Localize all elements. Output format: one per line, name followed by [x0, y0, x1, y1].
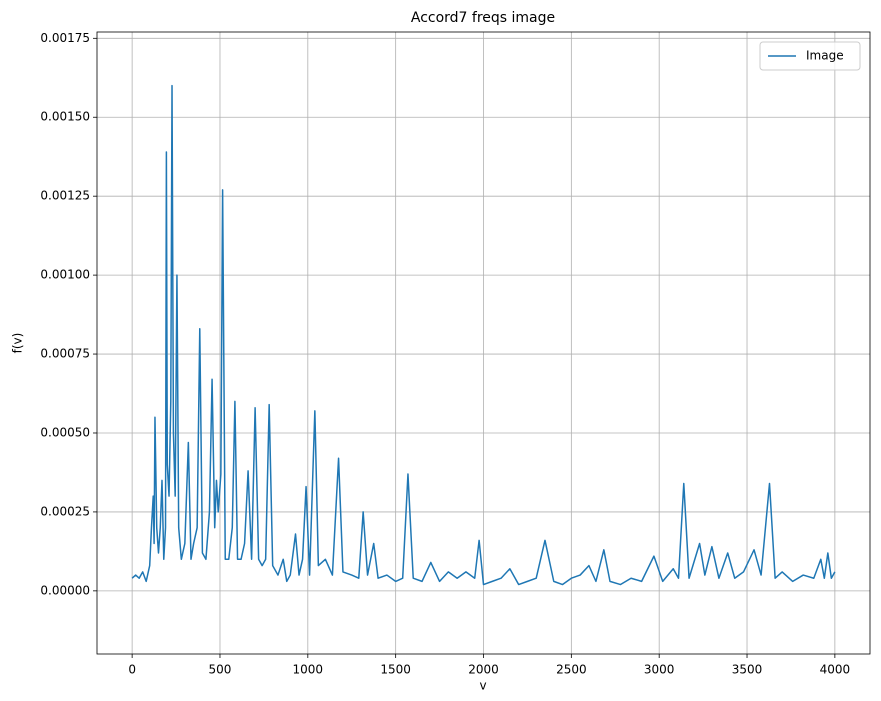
y-tick-label: 0.00075 — [40, 347, 90, 361]
x-tick-label: 500 — [209, 663, 232, 677]
axes-frame — [96, 31, 871, 655]
x-axis-label: v — [479, 679, 486, 693]
x-tick-label: 1500 — [380, 663, 411, 677]
data-line — [131, 84, 836, 586]
chart-title: Accord7 freqs image — [411, 10, 555, 26]
y-tick-label: 0.00150 — [40, 110, 90, 124]
x-tick-label: 2000 — [468, 663, 499, 677]
y-axis-label: f(v) — [11, 333, 25, 354]
x-tick-label: 2500 — [556, 663, 587, 677]
y-tick-label: 0.00025 — [40, 504, 90, 518]
y-tick-label: 0.00000 — [40, 583, 90, 597]
x-tick-label: 0 — [128, 663, 136, 677]
x-tick-label: 3500 — [732, 663, 763, 677]
x-tick-label: 1000 — [293, 663, 324, 677]
legend-label: Image — [806, 49, 844, 63]
x-tick-label: 3000 — [644, 663, 675, 677]
y-tick-label: 0.00050 — [40, 425, 90, 439]
y-tick-label: 0.00100 — [40, 268, 90, 282]
y-tick-label: 0.00125 — [40, 189, 90, 203]
x-tick-label: 4000 — [820, 663, 851, 677]
y-tick-label: 0.00175 — [40, 31, 90, 45]
legend-box — [759, 41, 861, 71]
